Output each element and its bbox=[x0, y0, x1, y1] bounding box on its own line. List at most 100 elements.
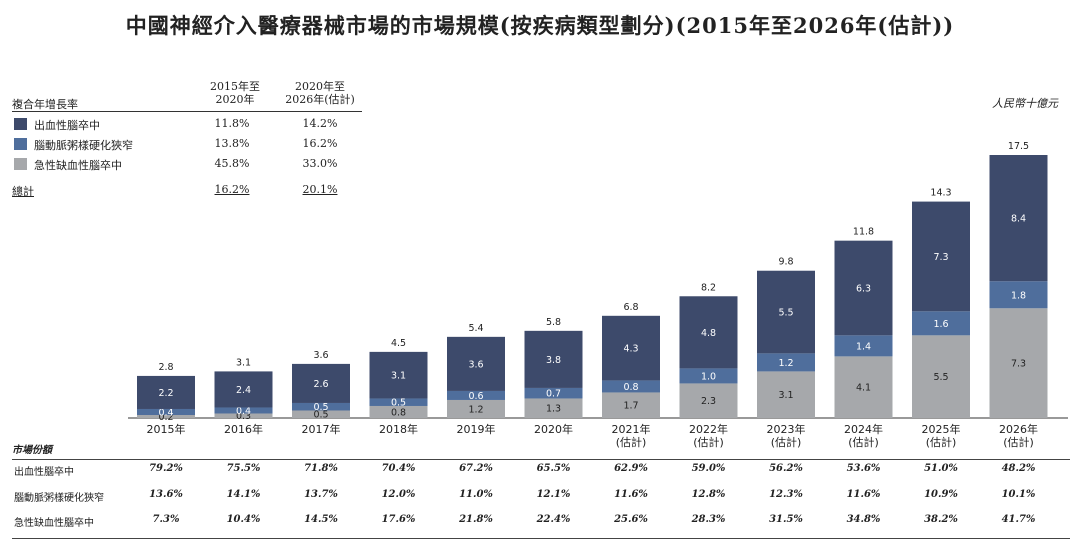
share-cell: 11.0% bbox=[459, 489, 493, 500]
x-tick-label: 2023年(估計) bbox=[767, 422, 806, 449]
share-cell: 79.2% bbox=[149, 463, 183, 474]
bar-segment-hemorrhagic bbox=[912, 201, 970, 312]
cagr-col2-header: 2020年至 2026年(估計) bbox=[285, 80, 355, 106]
bar-segment-hemorrhagic bbox=[292, 363, 350, 403]
bar-segment-stenosis bbox=[292, 402, 350, 411]
share-cell: 14.5% bbox=[304, 514, 338, 525]
data-label-ischemic: 0.2 bbox=[158, 412, 173, 423]
share-cell: 22.4% bbox=[536, 514, 571, 525]
cagr-value: 16.2% bbox=[302, 137, 338, 150]
total-label: 4.5 bbox=[391, 338, 406, 349]
share-cell: 12.0% bbox=[381, 489, 416, 500]
bar-segment-hemorrhagic bbox=[137, 375, 195, 409]
stacked-bar-chart: 0.20.42.22.82015年0.30.42.43.12016年0.50.5… bbox=[128, 141, 1068, 449]
x-tick-label: 2025年(估計) bbox=[922, 422, 961, 449]
legend-label-ischemic: 急性缺血性腦卒中 bbox=[34, 159, 122, 172]
data-label-hemorrhagic: 6.3 bbox=[856, 284, 871, 295]
data-label-stenosis: 1.2 bbox=[778, 358, 793, 369]
share-cell: 67.2% bbox=[459, 463, 493, 474]
bar-segment-ischemic bbox=[834, 356, 893, 418]
total-label: 5.8 bbox=[546, 317, 561, 328]
total-label: 17.5 bbox=[1008, 141, 1029, 152]
bar-segment-ischemic bbox=[447, 399, 505, 418]
bar-segment-ischemic bbox=[369, 405, 428, 418]
bar-segment-stenosis bbox=[447, 390, 505, 400]
share-cell: 14.1% bbox=[226, 489, 261, 500]
data-label-ischemic: 1.2 bbox=[468, 404, 483, 415]
cagr-total-value: 16.2% bbox=[214, 183, 250, 196]
data-label-stenosis: 0.4 bbox=[158, 407, 173, 418]
share-row-label: 出血性腦卒中 bbox=[14, 467, 74, 478]
bar-segment-hemorrhagic bbox=[447, 336, 505, 391]
data-label-ischemic: 5.5 bbox=[933, 372, 948, 383]
legend-swatch-hemorrhagic bbox=[14, 118, 27, 130]
bar-segment-ischemic bbox=[214, 413, 273, 418]
data-label-hemorrhagic: 3.8 bbox=[546, 355, 561, 366]
share-cell: 59.0% bbox=[691, 463, 726, 474]
bar-segment-stenosis bbox=[912, 311, 970, 336]
share-cell: 12.1% bbox=[536, 489, 571, 500]
bar-segment-hemorrhagic bbox=[834, 240, 893, 336]
x-tick-label: 2021年(估計) bbox=[612, 422, 651, 449]
bar-segment-ischemic bbox=[989, 308, 1048, 418]
share-cell: 28.3% bbox=[691, 514, 726, 525]
unit-label: 人民幣十億元 bbox=[992, 97, 1058, 110]
bar-segment-hemorrhagic bbox=[602, 315, 660, 381]
x-tick-label: 2016年 bbox=[224, 422, 263, 436]
legend-swatch-ischemic bbox=[14, 158, 27, 170]
cagr-col1-header: 2015年至 2020年 bbox=[210, 80, 260, 106]
data-label-stenosis: 0.7 bbox=[546, 389, 561, 400]
bar-segment-ischemic bbox=[679, 383, 738, 418]
total-label: 3.1 bbox=[236, 357, 251, 368]
share-cell: 12.8% bbox=[691, 489, 726, 500]
share-cell: 53.6% bbox=[846, 463, 881, 474]
cagr-value: 13.8% bbox=[214, 137, 250, 150]
x-tick-label: 2017年 bbox=[302, 422, 341, 436]
bar-segment-hemorrhagic bbox=[214, 371, 273, 408]
x-tick-label: 2026年(估計) bbox=[999, 422, 1038, 449]
cagr-value: 33.0% bbox=[302, 157, 338, 170]
data-label-ischemic: 2.3 bbox=[701, 396, 716, 407]
share-row-label: 急性缺血性腦卒中 bbox=[14, 518, 94, 529]
bar-segment-stenosis bbox=[757, 353, 815, 372]
bar-segment-stenosis bbox=[137, 408, 195, 415]
share-cell: 48.2% bbox=[1001, 463, 1036, 474]
cagr-divider bbox=[12, 111, 362, 112]
data-label-hemorrhagic: 5.5 bbox=[778, 308, 793, 319]
bar-segment-hemorrhagic bbox=[524, 330, 583, 388]
bar-segment-ischemic bbox=[292, 410, 350, 418]
share-cell: 10.9% bbox=[924, 489, 958, 500]
share-cell: 25.6% bbox=[614, 514, 648, 525]
cagr-total-label: 總計 bbox=[12, 185, 34, 198]
share-cell: 7.3% bbox=[152, 514, 180, 525]
data-label-hemorrhagic: 7.3 bbox=[933, 252, 948, 263]
data-label-stenosis: 1.6 bbox=[933, 319, 948, 330]
data-label-hemorrhagic: 8.4 bbox=[1011, 214, 1026, 225]
data-label-ischemic: 4.1 bbox=[856, 383, 871, 394]
share-cell: 11.6% bbox=[846, 489, 881, 500]
share-cell: 62.9% bbox=[614, 463, 648, 474]
cagr-value: 14.2% bbox=[302, 117, 338, 130]
share-cell: 70.4% bbox=[381, 463, 416, 474]
data-label-ischemic: 3.1 bbox=[778, 390, 793, 401]
data-label-hemorrhagic: 2.6 bbox=[313, 379, 328, 390]
data-label-ischemic: 7.3 bbox=[1011, 359, 1026, 370]
share-cell: 41.7% bbox=[1001, 514, 1036, 525]
bar-segment-stenosis bbox=[602, 380, 660, 393]
total-label: 5.4 bbox=[468, 323, 483, 334]
bar-segment-stenosis bbox=[834, 335, 893, 357]
cagr-value: 45.8% bbox=[214, 157, 250, 170]
total-label: 9.8 bbox=[778, 257, 793, 268]
x-tick-label: 2024年(估計) bbox=[844, 422, 883, 449]
total-label: 2.8 bbox=[158, 362, 173, 373]
share-row-label: 腦動脈粥樣硬化狹窄 bbox=[14, 493, 104, 504]
share-cell: 71.8% bbox=[304, 463, 338, 474]
share-cell: 31.5% bbox=[769, 514, 803, 525]
share-cell: 65.5% bbox=[536, 463, 571, 474]
share-cell: 10.1% bbox=[1001, 489, 1036, 500]
bar-segment-ischemic bbox=[602, 392, 660, 418]
data-label-stenosis: 0.5 bbox=[391, 398, 406, 409]
data-label-hemorrhagic: 4.3 bbox=[623, 344, 638, 355]
bar-segment-hemorrhagic bbox=[989, 155, 1048, 282]
data-label-hemorrhagic: 2.4 bbox=[236, 385, 251, 396]
